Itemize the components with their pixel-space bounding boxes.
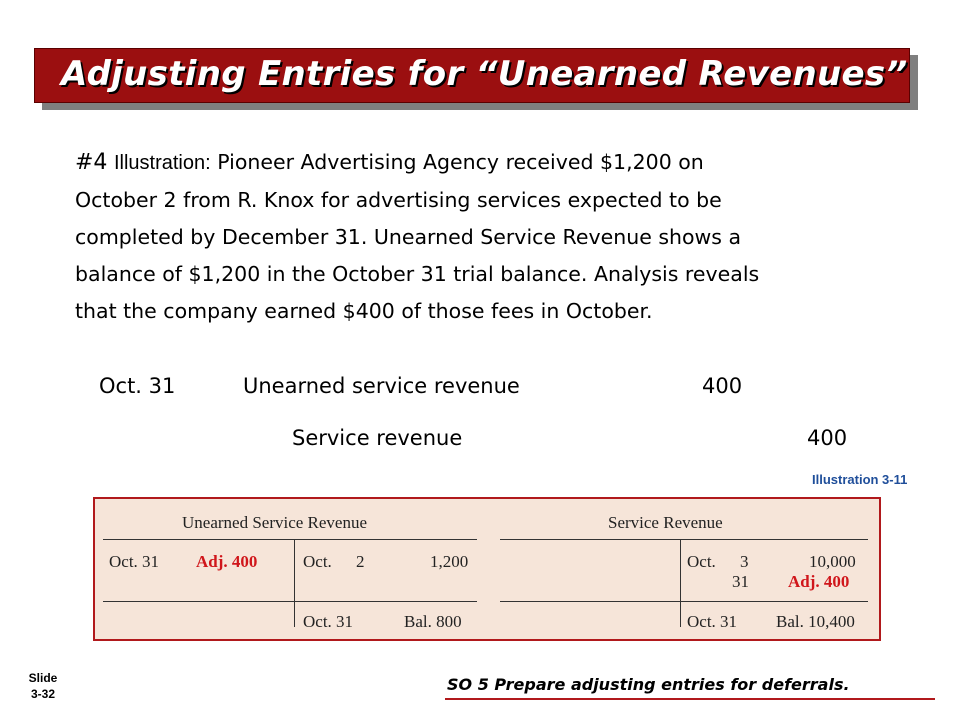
slide-title: Adjusting Entries for “Unearned Revenues… [61,54,908,94]
t-account-balance-line-left [103,601,477,602]
illustration-text-5: that the company earned $400 of those fe… [75,299,653,323]
t-account-title-service: Service Revenue [608,513,723,532]
illustration-text-1: Pioneer Advertising Agency received $1,2… [217,150,704,174]
t-account-balance-line-right [500,601,868,602]
slide-number: Slide 3-32 [20,670,66,702]
t-right-credit-adj: Adj. 400 [788,572,850,591]
t-account-title-unearned: Unearned Service Revenue [182,513,368,532]
illustration-text-4: balance of $1,200 in the October 31 tria… [75,262,760,286]
journal-entry-debit-account: Unearned service revenue [243,374,520,398]
journal-entry-credit-account: Service revenue [292,426,463,450]
illustration-text-3: completed by December 31. Unearned Servi… [75,225,742,249]
t-left-bal-date: Oct. 31 [303,612,354,631]
t-account-top-line-left [103,539,477,540]
illustration-number: #4 [75,150,108,175]
t-right-bal-date: Oct. 31 [687,612,738,631]
t-left-debit-date: Oct. 31 [109,552,160,571]
slide-label: Slide [28,671,58,685]
t-right-bal-label: Bal. 10,400 [776,612,855,631]
t-left-credit-day: 2 [356,552,365,571]
t-right-credit-day-1: 3 [740,552,749,571]
t-account-divider-left [294,539,295,627]
t-left-credit-amount: 1,200 [430,552,469,571]
t-right-credit-amount-1: 10,000 [809,552,856,571]
paragraph-line-1: #4 Illustration: Pioneer Advertising Age… [75,144,935,182]
illustration-reference: Illustration 3-11 [812,472,908,487]
title-bar: Adjusting Entries for “Unearned Revenues… [34,48,910,103]
illustration-paragraph: #4 Illustration: Pioneer Advertising Age… [75,144,935,330]
journal-entry-credit-amount: 400 [807,426,848,450]
t-accounts-panel: Unearned Service Revenue Oct. 31 Adj. 40… [93,497,881,641]
t-right-credit-day-2: 31 [732,572,749,591]
t-account-top-line-right [500,539,868,540]
t-account-divider-right [680,539,681,627]
t-left-bal-label: Bal. 800 [404,612,462,631]
t-left-credit-month: Oct. [303,552,332,571]
t-right-credit-month: Oct. [687,552,716,571]
slide-number-value: 3-32 [30,687,56,701]
illustration-text-2: October 2 from R. Knox for advertising s… [75,188,722,212]
study-objective-rule [445,698,935,700]
journal-entry-debit-amount: 400 [702,374,743,398]
t-left-debit-adj: Adj. 400 [196,552,258,571]
study-objective: SO 5 Prepare adjusting entries for defer… [447,675,850,694]
illustration-label: Illustration: [113,152,211,174]
journal-entry-date: Oct. 31 [99,374,176,398]
